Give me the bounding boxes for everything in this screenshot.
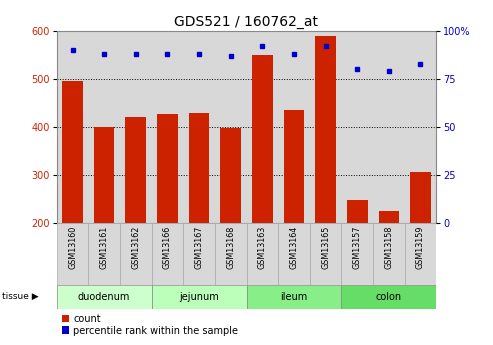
Bar xyxy=(152,285,246,309)
Bar xyxy=(183,223,215,285)
Text: GSM13163: GSM13163 xyxy=(258,226,267,269)
Bar xyxy=(341,223,373,285)
Text: GSM13165: GSM13165 xyxy=(321,226,330,269)
Bar xyxy=(316,36,336,223)
Bar xyxy=(94,127,114,223)
Bar xyxy=(283,110,304,223)
Text: GSM13166: GSM13166 xyxy=(163,226,172,269)
Bar xyxy=(157,114,177,223)
Text: duodenum: duodenum xyxy=(78,292,130,302)
Bar xyxy=(57,31,88,223)
Bar xyxy=(246,31,278,223)
Bar xyxy=(410,172,431,223)
Bar xyxy=(310,223,341,285)
Bar xyxy=(120,223,152,285)
Bar xyxy=(373,223,405,285)
Bar xyxy=(405,31,436,223)
Bar xyxy=(120,31,152,223)
Bar xyxy=(215,223,246,285)
Bar xyxy=(405,223,436,285)
Bar xyxy=(183,31,215,223)
Text: GSM13160: GSM13160 xyxy=(68,226,77,269)
Text: GSM13167: GSM13167 xyxy=(195,226,204,269)
Bar xyxy=(246,223,278,285)
Text: GSM13158: GSM13158 xyxy=(385,226,393,269)
Bar xyxy=(189,114,210,223)
Bar xyxy=(252,55,273,223)
Text: GSM13168: GSM13168 xyxy=(226,226,235,269)
Bar xyxy=(347,199,367,223)
Bar xyxy=(310,31,341,223)
Bar xyxy=(152,223,183,285)
Bar xyxy=(57,223,88,285)
Title: GDS521 / 160762_at: GDS521 / 160762_at xyxy=(175,14,318,29)
Bar xyxy=(278,223,310,285)
Text: GSM13162: GSM13162 xyxy=(131,226,141,269)
Bar xyxy=(62,81,83,223)
Bar xyxy=(278,31,310,223)
Bar xyxy=(246,285,341,309)
Bar xyxy=(379,210,399,223)
Text: GSM13157: GSM13157 xyxy=(352,226,362,269)
Bar xyxy=(88,31,120,223)
Bar xyxy=(152,31,183,223)
Bar xyxy=(341,285,436,309)
Bar xyxy=(220,128,241,223)
Text: tissue ▶: tissue ▶ xyxy=(2,292,39,301)
Text: GSM13161: GSM13161 xyxy=(100,226,108,269)
Legend: count, percentile rank within the sample: count, percentile rank within the sample xyxy=(62,314,238,336)
Bar xyxy=(57,285,152,309)
Bar xyxy=(126,117,146,223)
Text: ileum: ileum xyxy=(281,292,308,302)
Bar xyxy=(215,31,246,223)
Text: GSM13164: GSM13164 xyxy=(289,226,298,269)
Bar xyxy=(373,31,405,223)
Text: GSM13159: GSM13159 xyxy=(416,226,425,269)
Bar xyxy=(88,223,120,285)
Bar xyxy=(341,31,373,223)
Text: colon: colon xyxy=(376,292,402,302)
Text: jejunum: jejunum xyxy=(179,292,219,302)
